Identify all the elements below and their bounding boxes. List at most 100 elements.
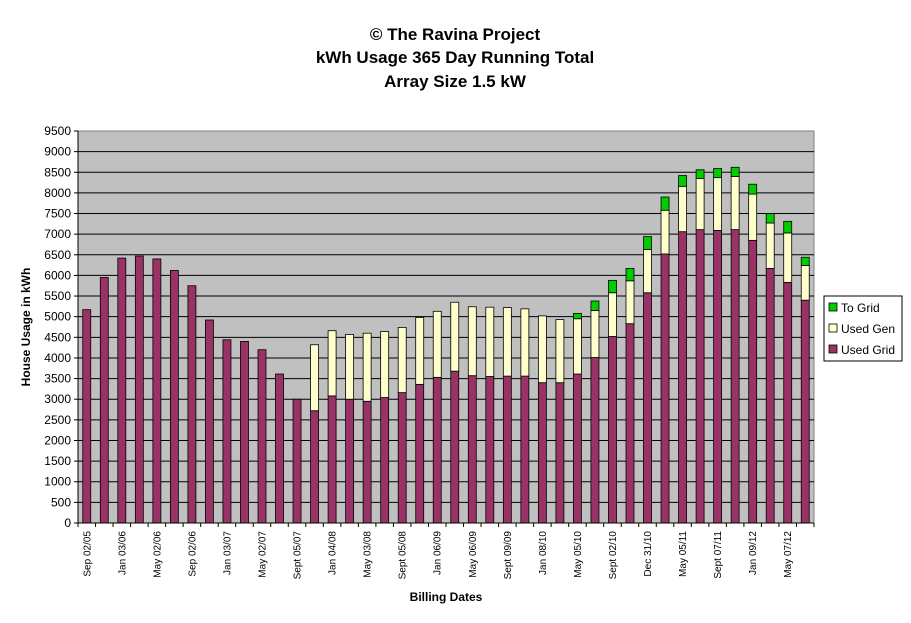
x-tick-label: May 02/07 <box>258 531 269 578</box>
bar-used-grid <box>502 375 512 524</box>
bar-used-gen <box>590 310 600 358</box>
bar-to-grid <box>730 166 740 177</box>
bar-to-grid <box>590 300 600 311</box>
bar-used-grid <box>590 357 600 524</box>
bar-used-grid <box>117 257 127 524</box>
y-tick-label: 8500 <box>44 165 71 179</box>
x-axis-title: Billing Dates <box>410 590 483 604</box>
x-tick-label: May 02/06 <box>152 531 163 578</box>
x-tick-label: Sept 05/07 <box>293 531 304 580</box>
x-tick-label: Jan 08/10 <box>538 531 549 575</box>
bar-used-gen <box>730 175 740 231</box>
bar-used-gen <box>608 292 617 337</box>
bar-used-grid <box>450 370 460 524</box>
x-tick-label: Sept 02/10 <box>608 531 619 580</box>
bar-to-grid <box>660 196 670 211</box>
bar-used-gen <box>520 308 530 377</box>
bar-used-grid <box>415 383 425 524</box>
x-tick-label: May 06/09 <box>468 531 479 578</box>
bar-used-gen <box>450 301 460 372</box>
bar-to-grid <box>748 183 758 195</box>
bar-used-grid <box>240 341 249 524</box>
bar-used-grid <box>485 376 495 524</box>
bar-to-grid <box>713 168 723 179</box>
x-tick-label: Sep 02/06 <box>187 531 198 577</box>
bar-used-gen <box>485 306 495 377</box>
bar-used-gen <box>467 306 477 377</box>
y-tick-label: 8000 <box>44 186 71 200</box>
grid-lines <box>78 151 814 503</box>
y-tick-label: 3500 <box>44 372 71 386</box>
bar-to-grid <box>783 220 793 234</box>
bar-used-grid <box>537 382 547 524</box>
y-tick-label: 1500 <box>44 454 71 468</box>
bar-used-grid <box>432 376 442 524</box>
y-tick-label: 7500 <box>44 207 71 221</box>
y-tick-label: 6000 <box>44 268 71 282</box>
bar-used-grid <box>800 299 810 524</box>
bar-used-grid <box>608 336 617 524</box>
bar-used-grid <box>362 400 372 524</box>
bar-used-grid <box>555 382 565 524</box>
plot-area <box>77 130 815 524</box>
bar-to-grid <box>643 236 652 250</box>
x-tick-label: May 05/10 <box>573 531 584 578</box>
bar-used-grid <box>257 349 267 524</box>
y-tick-label: 4500 <box>44 330 71 344</box>
x-tick-label: Jan 06/09 <box>433 531 444 575</box>
y-tick-label: 4000 <box>44 351 71 365</box>
bar-used-grid <box>152 258 162 524</box>
bar-used-grid <box>310 410 319 524</box>
y-tick-label: 7000 <box>44 227 71 241</box>
bar-used-grid <box>695 229 705 524</box>
y-tick-label: 3000 <box>44 392 71 406</box>
bar-used-grid <box>520 375 530 524</box>
bar-used-grid <box>327 395 337 524</box>
y-axis-title: House Usage in kWh <box>19 268 33 387</box>
bar-used-grid <box>397 392 407 524</box>
bar-used-gen <box>660 209 670 255</box>
bar-used-grid <box>222 339 232 524</box>
bar-used-gen <box>555 319 565 384</box>
bar-used-gen <box>713 177 723 231</box>
y-tick-label: 0 <box>64 516 71 530</box>
bar-to-grid <box>765 213 775 224</box>
bar-used-gen <box>765 222 775 269</box>
x-tick-label: Sept 07/11 <box>713 531 724 579</box>
bar-used-grid <box>467 375 477 524</box>
y-tick-label: 500 <box>51 495 71 509</box>
x-tick-label: Jan 04/08 <box>328 531 339 575</box>
bars <box>82 166 810 524</box>
y-tick-label: 2500 <box>44 413 71 427</box>
bar-used-grid <box>82 309 92 524</box>
bar-used-grid <box>134 255 144 524</box>
x-tick-label: Sept 09/09 <box>503 531 514 580</box>
bar-used-grid <box>205 319 214 524</box>
bar-used-gen <box>502 307 512 377</box>
bar-used-grid <box>678 231 687 524</box>
x-tick-label: May 07/12 <box>783 531 794 578</box>
bar-used-gen <box>800 265 810 301</box>
y-tick-label: 9000 <box>44 145 71 159</box>
bar-used-gen <box>537 315 547 384</box>
bar-used-grid <box>380 397 390 524</box>
bar-used-grid <box>275 373 284 524</box>
bar-used-gen <box>380 331 390 398</box>
bar-to-grid <box>625 268 635 282</box>
legend-swatch-used-gen <box>828 323 838 333</box>
bar-used-gen <box>678 185 687 233</box>
bar-to-grid <box>695 169 705 179</box>
legend-swatch-to-grid <box>828 302 838 312</box>
bar-used-grid <box>713 230 723 524</box>
bar-used-grid <box>660 253 670 524</box>
bar-used-grid <box>730 229 740 524</box>
bar-used-grid <box>765 268 775 524</box>
legend-label-to-grid: To Grid <box>841 301 880 315</box>
bar-used-grid <box>99 277 109 524</box>
bar-used-gen <box>432 310 442 378</box>
bar-used-gen <box>643 249 652 294</box>
bar-used-grid <box>292 398 302 524</box>
bar-used-gen <box>397 327 407 394</box>
